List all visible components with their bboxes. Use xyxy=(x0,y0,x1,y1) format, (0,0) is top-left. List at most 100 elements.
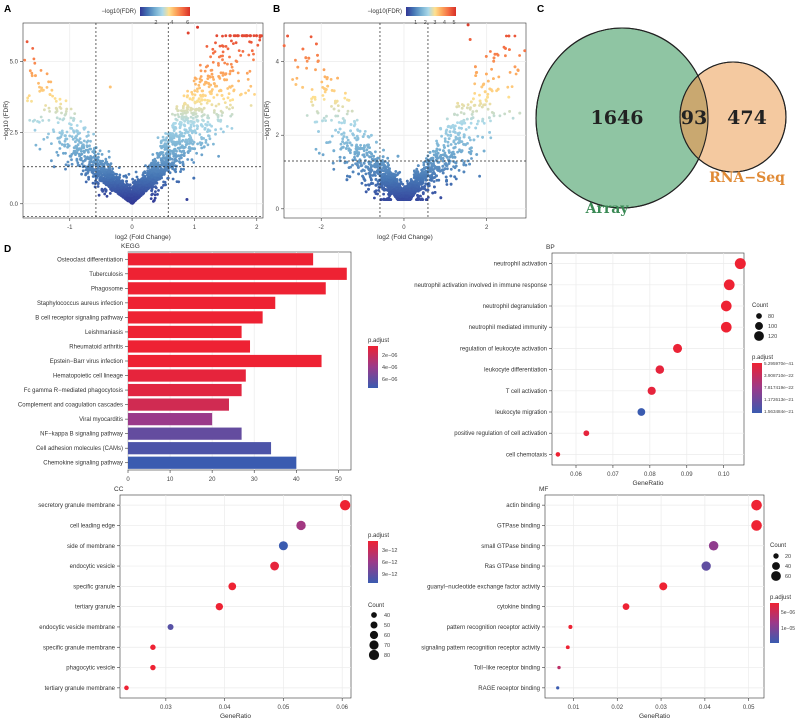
data-point xyxy=(154,186,158,190)
data-point xyxy=(162,180,166,184)
data-point xyxy=(200,78,204,82)
data-point xyxy=(462,135,466,139)
data-point xyxy=(224,34,228,38)
data-point xyxy=(359,143,362,147)
data-point xyxy=(86,130,90,134)
data-point xyxy=(445,183,449,186)
data-point xyxy=(195,124,199,128)
data-point xyxy=(217,119,220,123)
data-point xyxy=(150,175,154,179)
data-point xyxy=(456,137,459,141)
data-point xyxy=(508,71,512,74)
data-point xyxy=(475,109,478,113)
data-point xyxy=(113,183,117,187)
data-point xyxy=(183,119,187,123)
data-point xyxy=(193,108,197,111)
data-point xyxy=(96,185,100,188)
data-point xyxy=(197,107,201,110)
data-point xyxy=(162,154,165,157)
data-point xyxy=(159,172,162,176)
data-point xyxy=(424,178,428,182)
data-point xyxy=(416,164,420,168)
data-point xyxy=(158,151,162,155)
data-point xyxy=(190,90,194,94)
data-point xyxy=(94,153,97,157)
data-point xyxy=(228,99,232,102)
data-point xyxy=(230,65,234,69)
data-point xyxy=(316,59,320,63)
data-point xyxy=(157,189,160,192)
data-point xyxy=(341,105,345,108)
data-point xyxy=(82,146,86,150)
panel-label-c: C xyxy=(537,4,544,15)
data-point xyxy=(343,142,346,145)
data-point xyxy=(192,124,196,128)
data-point xyxy=(40,89,44,92)
data-point xyxy=(398,192,401,196)
data-point xyxy=(398,178,402,182)
data-point xyxy=(109,174,113,178)
data-point xyxy=(62,151,65,155)
data-point xyxy=(108,165,112,169)
data-point xyxy=(419,194,422,198)
data-point xyxy=(224,72,228,76)
data-point xyxy=(73,112,77,115)
data-point xyxy=(151,192,154,196)
data-point xyxy=(474,74,478,77)
data-point xyxy=(182,94,186,98)
data-point xyxy=(89,157,93,161)
data-point xyxy=(177,147,181,150)
data-point xyxy=(358,147,362,151)
data-point xyxy=(413,169,416,173)
data-point xyxy=(207,134,211,138)
data-point xyxy=(317,151,321,155)
data-point xyxy=(136,181,140,184)
data-point xyxy=(189,123,193,127)
data-point xyxy=(466,142,469,145)
data-point xyxy=(107,170,111,173)
data-point xyxy=(159,141,163,145)
data-point xyxy=(111,167,114,171)
data-point xyxy=(37,120,41,124)
data-point xyxy=(161,159,165,163)
data-point xyxy=(211,47,215,51)
data-point xyxy=(489,119,492,123)
data-point xyxy=(196,142,200,146)
data-point xyxy=(252,52,255,56)
data-point xyxy=(458,131,461,135)
data-point xyxy=(30,71,34,75)
data-point xyxy=(396,154,400,158)
data-point xyxy=(488,116,491,120)
data-point xyxy=(177,115,181,119)
data-point xyxy=(45,86,49,89)
data-point xyxy=(166,132,170,136)
data-point xyxy=(162,172,166,176)
data-point xyxy=(203,69,207,73)
data-point xyxy=(334,128,337,132)
data-point xyxy=(214,132,217,136)
data-point xyxy=(186,94,190,98)
data-point xyxy=(370,157,374,161)
data-point xyxy=(213,82,216,86)
data-point xyxy=(210,103,214,107)
data-point xyxy=(186,130,190,134)
data-point xyxy=(33,128,37,132)
data-point xyxy=(58,147,62,150)
data-point xyxy=(216,115,220,119)
data-point xyxy=(467,150,471,154)
data-point xyxy=(485,99,488,103)
data-point xyxy=(496,87,500,91)
data-point xyxy=(164,183,168,187)
data-point xyxy=(469,121,473,125)
data-point xyxy=(227,92,231,95)
data-point xyxy=(191,98,194,102)
data-point xyxy=(173,159,177,163)
data-point xyxy=(313,98,317,101)
data-point xyxy=(249,104,253,107)
data-point xyxy=(199,123,203,127)
data-point xyxy=(231,106,235,110)
data-point xyxy=(229,69,232,73)
data-point xyxy=(422,161,426,165)
data-point xyxy=(153,176,157,180)
